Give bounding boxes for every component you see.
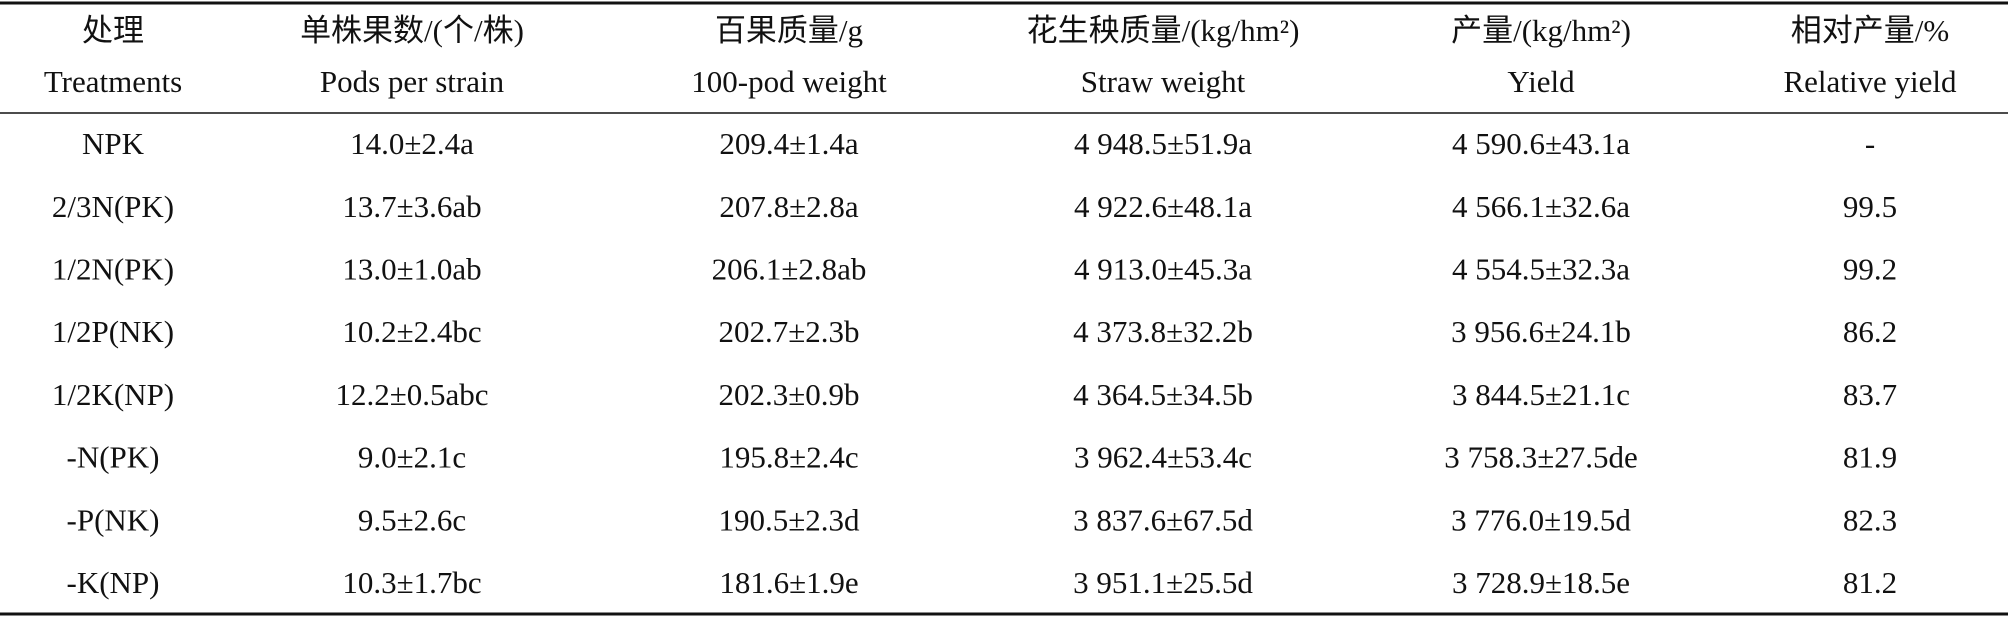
cell: 9.5±2.6c xyxy=(358,502,466,537)
cell: 4 948.5±51.9a xyxy=(1074,126,1252,161)
cell: 4 373.8±32.2b xyxy=(1073,314,1253,349)
cell: 4 554.5±32.3a xyxy=(1452,252,1630,287)
cell: 86.2 xyxy=(1843,314,1897,349)
cell: 13.7±3.6ab xyxy=(342,189,481,224)
cell: 3 758.3±27.5de xyxy=(1444,440,1638,475)
cell: 4 590.6±43.1a xyxy=(1452,126,1630,161)
cell: 9.0±2.1c xyxy=(358,440,466,475)
header-en: Straw weight xyxy=(1081,64,1246,99)
cell: 10.3±1.7bc xyxy=(342,565,481,600)
cell: 81.9 xyxy=(1843,440,1897,475)
header-en: Treatments xyxy=(44,64,182,99)
cell: 3 776.0±19.5d xyxy=(1451,502,1631,537)
cell: 4 364.5±34.5b xyxy=(1073,377,1253,412)
cell: 202.3±0.9b xyxy=(718,377,859,412)
cell: 81.2 xyxy=(1843,565,1897,600)
cell: 83.7 xyxy=(1843,377,1897,412)
cell: 99.2 xyxy=(1843,252,1897,287)
header-en: Relative yield xyxy=(1783,64,1957,99)
cell: 181.6±1.9e xyxy=(719,565,858,600)
cell: -N(PK) xyxy=(67,440,160,475)
cell: 190.5±2.3d xyxy=(718,502,860,537)
cell: 3 956.6±24.1b xyxy=(1451,314,1631,349)
header-en: Pods per strain xyxy=(320,64,505,99)
cell: 209.4±1.4a xyxy=(719,126,859,161)
header-zh: 产量/(kg/hm²) xyxy=(1451,13,1631,48)
cell: 13.0±1.0ab xyxy=(342,252,481,287)
header-zh: 百果质量/g xyxy=(715,13,863,48)
cell: 1/2N(PK) xyxy=(52,252,174,287)
cell: 3 844.5±21.1c xyxy=(1452,377,1630,412)
cell: 207.8±2.8a xyxy=(719,189,859,224)
header-en: Yield xyxy=(1507,64,1575,99)
cell: 4 913.0±45.3a xyxy=(1074,252,1252,287)
cell: 12.2±0.5abc xyxy=(335,377,488,412)
cell: 10.2±2.4bc xyxy=(342,314,481,349)
cell: 3 962.4±53.4c xyxy=(1074,440,1252,475)
cell: 4 566.1±32.6a xyxy=(1452,189,1630,224)
cell: 2/3N(PK) xyxy=(52,189,174,224)
cell: 14.0±2.4a xyxy=(350,126,474,161)
header-zh: 单株果数/(个/株) xyxy=(300,13,524,48)
cell: -P(NK) xyxy=(67,502,160,537)
cell: 206.1±2.8ab xyxy=(712,252,867,287)
cell: 3 951.1±25.5d xyxy=(1073,565,1253,600)
header-zh: 处理 xyxy=(82,13,144,48)
cell: 1/2K(NP) xyxy=(52,377,174,412)
header-zh: 相对产量/% xyxy=(1791,13,1949,48)
header-zh: 花生秧质量/(kg/hm²) xyxy=(1027,13,1300,48)
cell: 202.7±2.3b xyxy=(718,314,859,349)
cell: NPK xyxy=(82,126,145,161)
cell: 82.3 xyxy=(1843,502,1897,537)
header-en: 100-pod weight xyxy=(691,64,887,99)
cell: 195.8±2.4c xyxy=(719,440,858,475)
cell: -K(NP) xyxy=(67,565,160,600)
cell: 99.5 xyxy=(1843,189,1897,224)
cell: 3 728.9±18.5e xyxy=(1452,565,1630,600)
cell: 3 837.6±67.5d xyxy=(1073,502,1253,537)
cell: - xyxy=(1865,126,1875,161)
cell: 1/2P(NK) xyxy=(52,314,174,349)
cell: 4 922.6±48.1a xyxy=(1074,189,1252,224)
